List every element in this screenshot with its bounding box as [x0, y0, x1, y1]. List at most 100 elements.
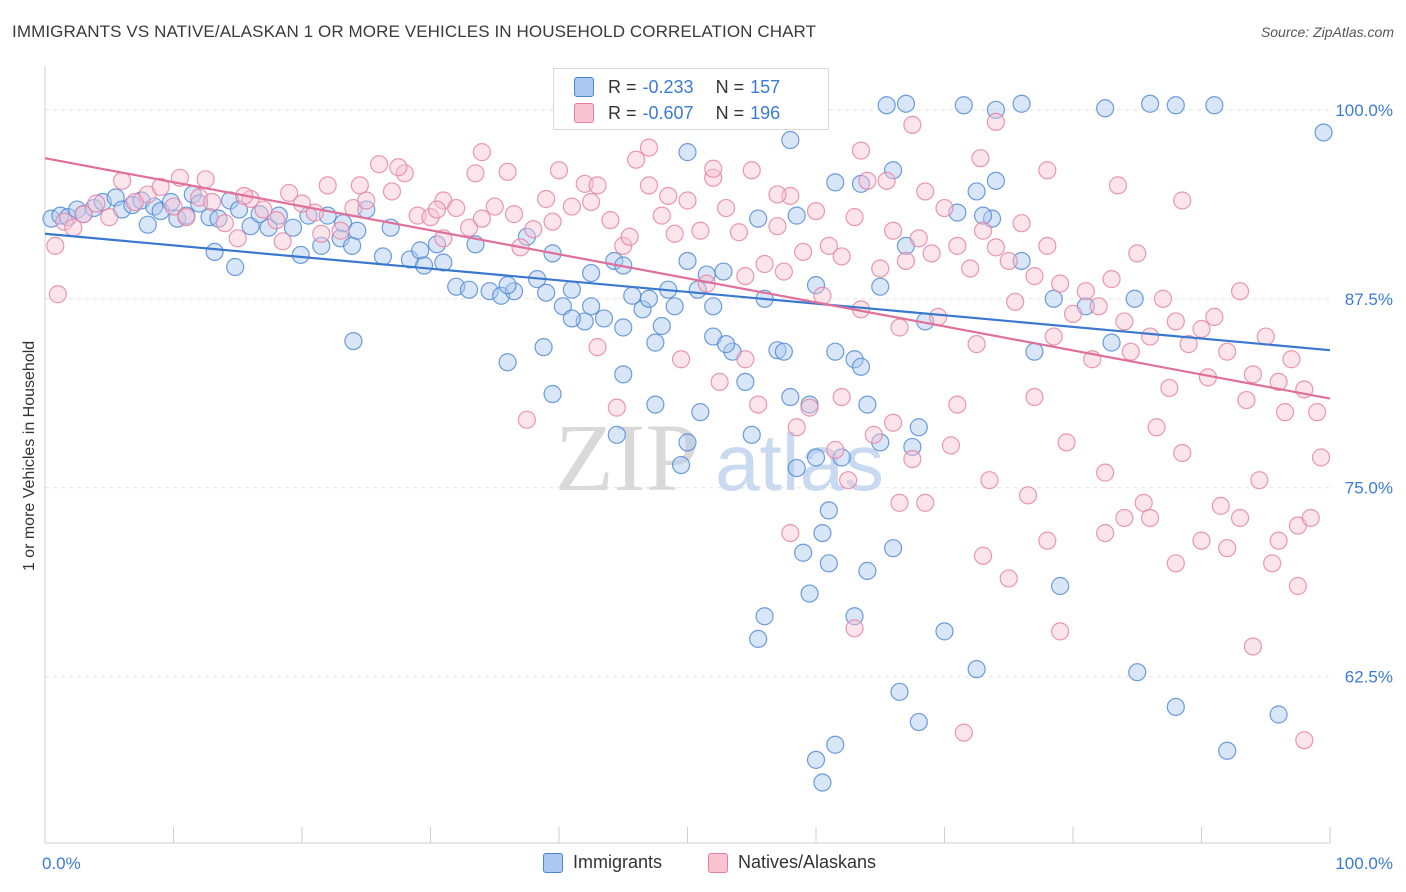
- natives-point: [1115, 312, 1134, 331]
- immigrants-point: [537, 283, 556, 302]
- immigrants-point: [858, 561, 877, 580]
- immigrants-point: [800, 584, 819, 603]
- natives-point: [357, 191, 376, 210]
- natives-point: [999, 251, 1018, 271]
- natives-point: [716, 198, 736, 218]
- immigrants-point: [1025, 342, 1044, 361]
- immigrants-point: [138, 215, 157, 234]
- chart-title: IMMIGRANTS VS NATIVE/ALASKAN 1 OR MORE V…: [12, 22, 817, 41]
- natives-swatch: [574, 103, 594, 123]
- natives-point: [1308, 403, 1327, 422]
- immigrants-point: [1140, 94, 1160, 113]
- immigrants-point: [498, 353, 517, 372]
- natives-point: [1128, 244, 1147, 263]
- legend-label-natives: Natives/Alaskans: [738, 852, 877, 872]
- r-label: R =: [608, 102, 637, 123]
- immigrants-point: [553, 297, 572, 316]
- natives-point: [948, 236, 967, 255]
- immigrants-point: [967, 660, 986, 679]
- natives-point: [1063, 304, 1083, 323]
- natives-point: [331, 221, 350, 240]
- immigrants-point: [749, 629, 768, 649]
- immigrants-point: [373, 247, 393, 266]
- natives-point: [607, 398, 626, 417]
- natives-point: [177, 208, 196, 227]
- immigrants-point: [832, 448, 851, 467]
- natives-point: [1089, 297, 1108, 316]
- n-label: N =: [715, 76, 745, 97]
- natives-point: [55, 212, 74, 231]
- immigrants-point: [259, 218, 278, 237]
- immigrants-point: [742, 425, 761, 444]
- immigrants-point: [787, 206, 806, 225]
- natives-point: [639, 176, 659, 195]
- immigrants-point: [806, 750, 826, 769]
- natives-point: [370, 155, 389, 174]
- y-tick-label: 75.0%: [1345, 479, 1393, 498]
- immigrants-point: [704, 297, 723, 316]
- immigrants-point: [411, 241, 430, 260]
- immigrants-point: [755, 607, 774, 626]
- immigrants-trendline: [44, 232, 1331, 352]
- immigrants-point: [716, 335, 736, 354]
- natives-point: [459, 218, 479, 237]
- immigrants-point: [1012, 251, 1031, 271]
- natives-point: [447, 198, 466, 218]
- x-tick-label: 0.0%: [42, 854, 81, 873]
- natives-point: [639, 138, 659, 157]
- natives-point: [1102, 270, 1121, 289]
- natives-point: [1160, 378, 1179, 398]
- natives-point: [46, 236, 65, 255]
- natives-point: [800, 398, 819, 417]
- legend-item-immigrants[interactable]: Immigrants: [543, 852, 662, 873]
- natives-point: [582, 192, 601, 212]
- immigrants-point: [1125, 289, 1144, 308]
- immigrants-point: [1051, 576, 1070, 596]
- immigrants-point: [678, 143, 697, 162]
- natives-points: [46, 109, 1331, 750]
- immigrants-point: [691, 403, 710, 422]
- trendlines: [44, 157, 1331, 400]
- immigrants-point: [543, 384, 562, 404]
- immigrants-point: [845, 350, 864, 369]
- natives-point: [691, 221, 710, 240]
- natives-point: [1076, 282, 1095, 301]
- natives-point: [524, 220, 543, 239]
- natives-point: [87, 194, 106, 213]
- natives-point: [1282, 350, 1301, 369]
- natives-point: [273, 232, 292, 251]
- natives-point: [601, 211, 620, 230]
- natives-point: [1025, 387, 1044, 407]
- immigrants-point: [633, 300, 652, 319]
- natives-point: [48, 285, 67, 304]
- natives-point: [427, 200, 447, 219]
- natives-point: [1243, 637, 1263, 656]
- immigrants-point: [241, 217, 260, 236]
- natives-point: [1218, 539, 1237, 558]
- natives-point: [1250, 471, 1269, 490]
- natives-point: [986, 238, 1006, 257]
- natives-point: [112, 171, 132, 190]
- natives-point: [350, 176, 369, 195]
- immigrants-point: [344, 331, 363, 351]
- natives-point: [1166, 312, 1185, 331]
- immigrants-point: [1102, 333, 1121, 352]
- immigrants-point: [819, 554, 838, 573]
- legend-item-natives[interactable]: Natives/Alaskans: [708, 852, 876, 873]
- x-tick-label: 100.0%: [1335, 854, 1393, 873]
- immigrants-point: [1314, 123, 1333, 142]
- natives-point: [1295, 731, 1314, 750]
- natives-point: [839, 471, 858, 490]
- natives-point: [1275, 403, 1295, 422]
- natives-point: [1269, 531, 1288, 550]
- natives-point: [1311, 448, 1331, 467]
- natives-point: [999, 569, 1018, 588]
- natives-point: [883, 413, 903, 432]
- natives-point: [1038, 236, 1057, 255]
- natives-point: [671, 350, 691, 369]
- natives-point: [1153, 289, 1173, 308]
- immigrants-point: [1128, 663, 1147, 682]
- natives-point: [1012, 214, 1031, 233]
- natives-point: [1051, 274, 1070, 293]
- natives-point: [543, 212, 562, 231]
